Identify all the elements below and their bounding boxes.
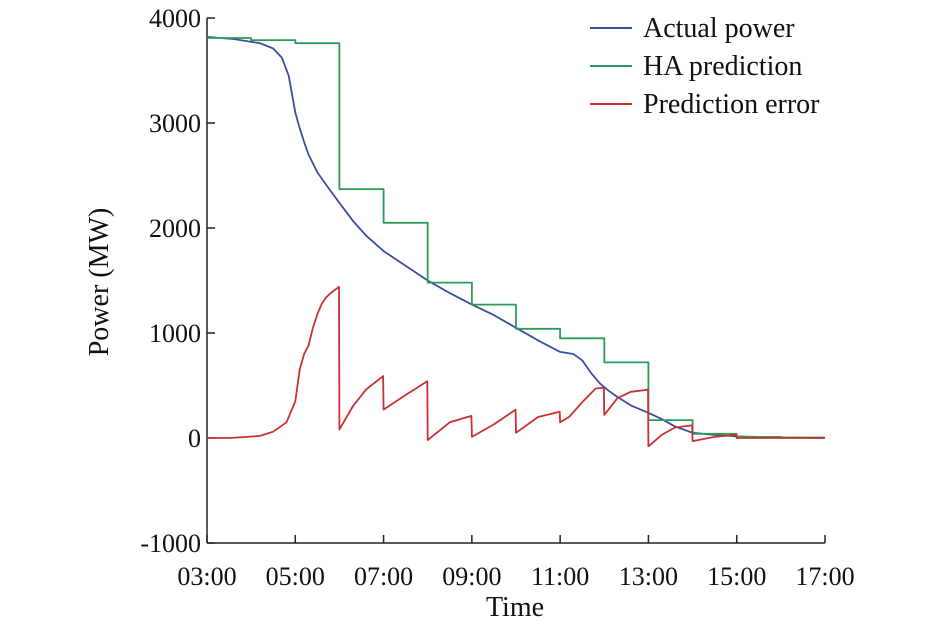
y-tick-label: 3000: [149, 109, 201, 138]
x-tick-label: 05:00: [266, 562, 325, 591]
x-tick-label: 07:00: [354, 562, 413, 591]
y-tick-label: 2000: [149, 214, 201, 243]
x-tick-label: 13:00: [619, 562, 678, 591]
y-tick-label: 4000: [149, 4, 201, 33]
x-axis-title: Time: [486, 592, 544, 623]
plot-area: [206, 36, 826, 448]
axes: -1000 0 1000 2000 3000 4000 03:00 05:00 07:00 09:…: [140, 4, 854, 591]
x-tick-label: 15:00: [707, 562, 766, 591]
x-tick-label: 17:00: [795, 562, 854, 591]
legend-label-prediction-error: Prediction error: [643, 89, 820, 120]
x-tick-label: 09:00: [442, 562, 501, 591]
y-tick-label: 0: [188, 424, 201, 453]
y-tick-label: 1000: [149, 319, 201, 348]
legend: Actual power HA prediction Prediction erro…: [590, 13, 820, 120]
x-tick-label: 11:00: [531, 562, 589, 591]
series-line-ha-prediction: [207, 37, 825, 439]
legend-label-ha-prediction: HA prediction: [643, 51, 802, 82]
series-line-actual-power: [206, 36, 826, 439]
legend-label-actual-power: Actual power: [643, 13, 795, 44]
y-tick-label: -1000: [140, 529, 201, 558]
y-axis-title: Power (MW): [84, 208, 115, 357]
series-line-prediction-error: [207, 285, 825, 448]
x-tick-label: 03:00: [177, 562, 236, 591]
